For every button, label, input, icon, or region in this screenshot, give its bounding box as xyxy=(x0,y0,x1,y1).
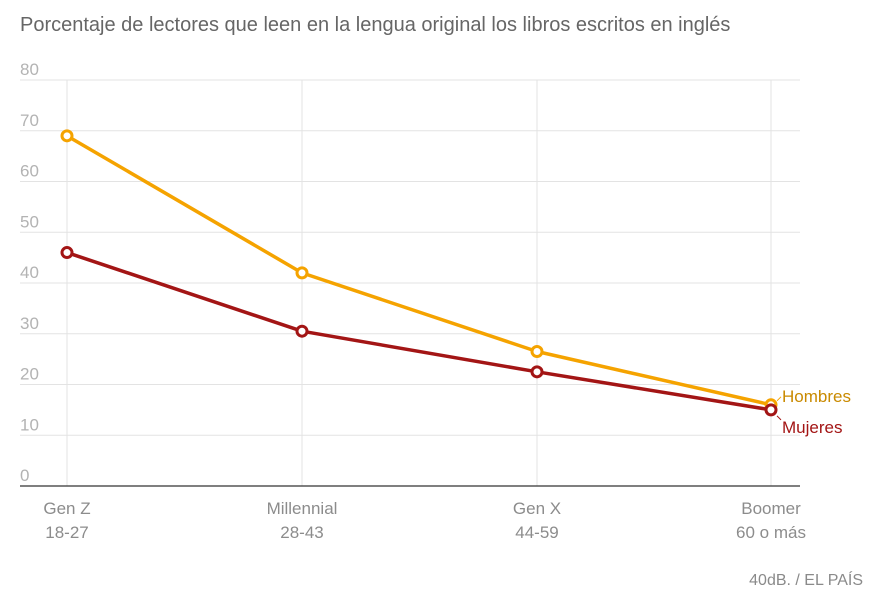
x-tick-sublabel: 44-59 xyxy=(515,523,558,542)
x-tick-sublabel: 28-43 xyxy=(280,523,323,542)
y-tick-label: 0 xyxy=(20,466,29,485)
data-point-mujeres xyxy=(764,403,778,417)
data-point-hombres xyxy=(60,129,74,143)
x-tick-label: Gen X xyxy=(513,499,561,518)
series-label-hombres: Hombres xyxy=(782,387,851,406)
y-tick-label: 40 xyxy=(20,263,39,282)
data-point-hombres xyxy=(530,345,544,359)
data-point-mujeres xyxy=(530,365,544,379)
y-tick-label: 80 xyxy=(20,60,39,79)
x-tick-label: Gen Z xyxy=(43,499,90,518)
x-tick-sublabel: 18-27 xyxy=(45,523,88,542)
source-credit: 40dB. / EL PAÍS xyxy=(749,572,863,589)
y-tick-label: 30 xyxy=(20,314,39,333)
data-point-mujeres xyxy=(60,246,74,260)
label-layer: 0 10 20 30 40 50 60 70 80 Gen Z 18-27 Millennial 28-… xyxy=(20,60,851,542)
series-label-connector xyxy=(776,415,782,421)
data-point-mujeres xyxy=(295,324,309,338)
y-tick-label: 50 xyxy=(20,212,39,231)
data-point-hombres xyxy=(295,266,309,280)
y-tick-label: 60 xyxy=(20,162,39,181)
series-line-mujeres xyxy=(66,250,772,412)
chart-title: Porcentaje de lectores que leen en la le… xyxy=(20,14,731,36)
series-layer xyxy=(60,129,778,417)
y-tick-label: 10 xyxy=(20,415,39,434)
grid-layer xyxy=(20,79,800,486)
y-tick-label: 20 xyxy=(20,365,39,384)
x-tick-label: Millennial xyxy=(267,499,338,518)
series-line-hombres xyxy=(66,134,772,407)
y-tick-label: 70 xyxy=(20,111,39,130)
series-label-connector xyxy=(776,396,782,402)
series-label-mujeres: Mujeres xyxy=(782,418,842,437)
x-tick-sublabel: 60 o más xyxy=(736,523,806,542)
x-tick-label: Boomer xyxy=(741,499,801,518)
